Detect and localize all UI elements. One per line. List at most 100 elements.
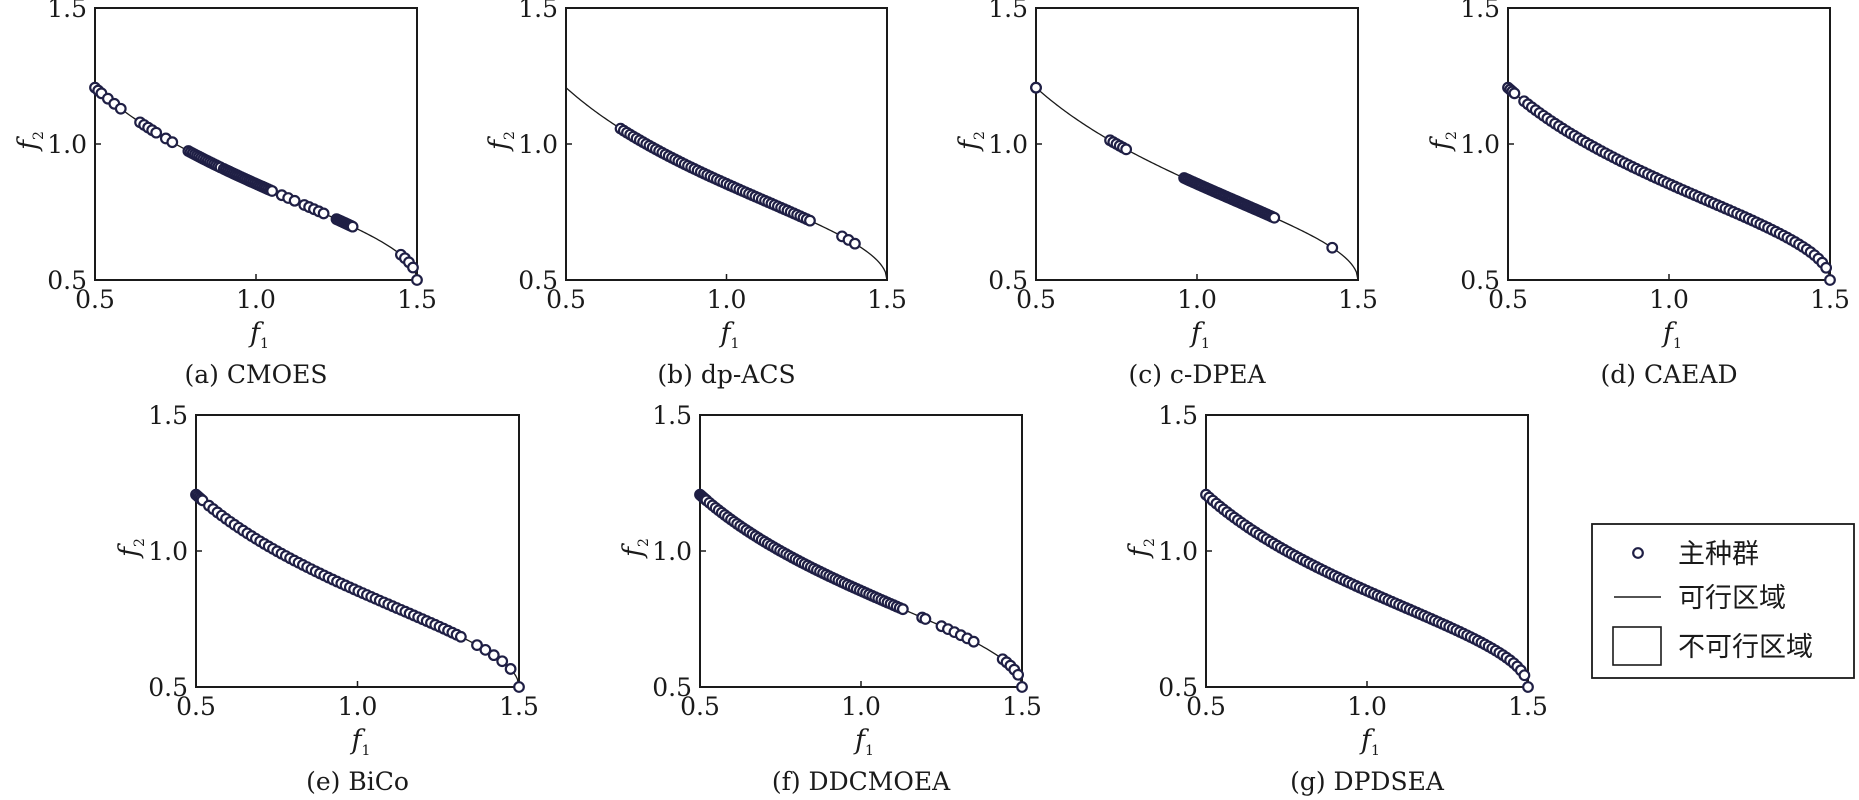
population-point — [1824, 274, 1836, 286]
y-tick-label: 0.5 — [518, 266, 558, 295]
x-axis-label-subscript: 1 — [865, 743, 874, 759]
legend-marker-icon — [1632, 547, 1644, 559]
y-axis-label: f2 — [13, 131, 47, 152]
y-tick-label: 1.5 — [47, 0, 87, 23]
x-tick-label: 1.5 — [1810, 285, 1850, 314]
y-tick-label: 0.5 — [988, 266, 1028, 295]
x-axis-label-subscript: 1 — [1673, 336, 1682, 352]
chart-panel-6: 0.5 1.0 1.50.51.01.5f 1f2(f) DDCMOEA — [618, 401, 1042, 796]
x-axis-label-subscript: 1 — [1201, 336, 1210, 352]
population-point — [504, 663, 517, 675]
y-tick-label: 1.5 — [652, 401, 692, 430]
plot-frame — [195, 414, 520, 688]
population-point — [896, 603, 909, 616]
legend-box-icon — [1612, 626, 1662, 666]
population-point — [288, 194, 301, 207]
population-point — [166, 136, 179, 149]
y-tick-label: 1.0 — [652, 537, 692, 566]
population-point — [471, 639, 483, 652]
chart-panel-3: 0.5 1.0 1.50.51.01.5f 1f2(c) c-DPEA — [954, 0, 1378, 389]
population-point — [513, 681, 525, 693]
y-axis-label-subscript: 2 — [502, 131, 518, 140]
y-tick-label: 1.5 — [518, 0, 558, 23]
x-tick-label: 0.5 — [680, 692, 720, 721]
panel-caption: (b) dp-ACS — [657, 360, 795, 389]
population-point — [346, 220, 359, 233]
x-tick-label: 1.0 — [1347, 692, 1387, 721]
x-tick-label: 1.5 — [1002, 692, 1042, 721]
population-point — [1012, 668, 1025, 681]
population-point — [1326, 241, 1339, 254]
population-point — [1268, 211, 1281, 224]
y-tick-label: 1.0 — [1460, 130, 1500, 159]
legend-label-infeasible-region: 不可行区域 — [1678, 632, 1813, 663]
population-point — [1120, 143, 1133, 156]
y-tick-label: 1.5 — [1460, 0, 1500, 23]
y-tick-label: 1.0 — [148, 537, 188, 566]
x-tick-label: 0.5 — [1186, 692, 1226, 721]
y-axis-label-subscript: 2 — [31, 131, 47, 140]
y-axis-label: f2 — [1426, 131, 1460, 152]
y-tick-label: 1.0 — [1158, 537, 1198, 566]
population-point — [1016, 681, 1028, 693]
plot-frame — [1035, 7, 1359, 281]
population-point — [496, 655, 509, 668]
y-tick-label: 1.0 — [988, 130, 1028, 159]
x-tick-label: 1.0 — [1649, 285, 1689, 314]
chart-panel-5: 0.5 1.0 1.50.51.01.5f 1f2(e) BiCo — [114, 401, 539, 796]
x-tick-label: 1.0 — [841, 692, 881, 721]
y-tick-label: 0.5 — [652, 673, 692, 702]
y-axis-label: f2 — [1124, 538, 1158, 559]
y-axis-label: f2 — [954, 131, 988, 152]
y-tick-label: 1.0 — [47, 130, 87, 159]
population-point — [150, 126, 163, 139]
x-tick-label: 1.5 — [1508, 692, 1548, 721]
x-axis-label-subscript: 1 — [731, 336, 740, 352]
x-tick-label: 0.5 — [75, 285, 115, 314]
panel-caption: (g) DPDSEA — [1290, 767, 1445, 796]
plot-frame — [94, 7, 418, 281]
population-point — [1820, 261, 1833, 274]
panel-caption: (f) DDCMOEA — [772, 767, 951, 796]
chart-panel-7: 0.5 1.0 1.50.51.01.5f 1f2(g) DPDSEA — [1124, 401, 1548, 796]
population-point — [114, 102, 127, 115]
x-tick-label: 0.5 — [1016, 285, 1056, 314]
x-axis-label-subscript: 1 — [1371, 743, 1380, 759]
panel-caption: (a) CMOES — [185, 360, 328, 389]
x-axis-label-subscript: 1 — [362, 743, 371, 759]
x-axis-label-subscript: 1 — [260, 336, 269, 352]
legend-label-main-population: 主种群 — [1678, 539, 1759, 570]
y-tick-label: 1.5 — [1158, 401, 1198, 430]
panel-caption: (c) c-DPEA — [1128, 360, 1266, 389]
x-tick-label: 1.5 — [867, 285, 907, 314]
y-tick-label: 0.5 — [148, 673, 188, 702]
y-axis-label: f2 — [484, 131, 518, 152]
y-axis-label-subscript: 2 — [972, 131, 988, 140]
x-tick-label: 1.5 — [1338, 285, 1378, 314]
population-point — [919, 613, 932, 625]
population-point — [1522, 681, 1534, 693]
y-tick-label: 0.5 — [1158, 673, 1198, 702]
x-tick-label: 1.0 — [707, 285, 747, 314]
chart-panel-1: 0.5 1.0 1.50.51.01.5f 1f2(a) CMOES — [13, 0, 437, 389]
y-tick-label: 0.5 — [47, 266, 87, 295]
x-tick-label: 1.0 — [338, 692, 378, 721]
x-tick-label: 1.0 — [236, 285, 276, 314]
population-point — [1518, 669, 1531, 682]
y-tick-label: 0.5 — [1460, 266, 1500, 295]
y-tick-label: 1.0 — [518, 130, 558, 159]
population-point — [967, 635, 980, 648]
y-axis-label-subscript: 2 — [636, 538, 652, 547]
population-point — [849, 237, 861, 250]
population-point — [407, 261, 419, 274]
y-axis-label-subscript: 2 — [1444, 131, 1460, 140]
population-point — [804, 214, 816, 227]
population-point — [1030, 81, 1042, 94]
y-axis-label: f2 — [114, 538, 148, 559]
chart-panel-4: 0.5 1.0 1.50.51.01.5f 1f2(d) CAEAD — [1426, 0, 1850, 389]
y-axis-label-subscript: 2 — [132, 538, 148, 547]
population-point — [317, 207, 330, 220]
population-point — [411, 274, 423, 286]
